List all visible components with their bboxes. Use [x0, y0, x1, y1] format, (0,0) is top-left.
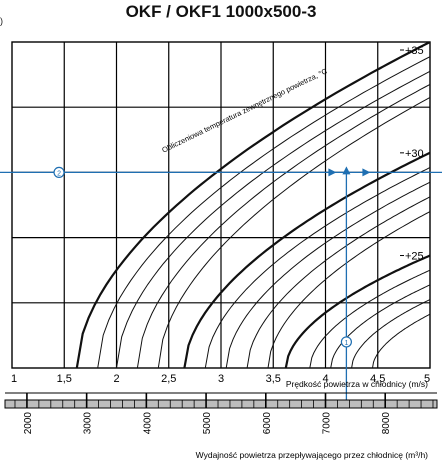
x-axis-label: Prędkość powietrza w chłodnicy (m/s) [286, 379, 428, 389]
x-tick-label: 3,5 [266, 373, 281, 385]
curve-6 [204, 167, 430, 368]
example-marker-1-label: 1 [344, 340, 348, 347]
example-arrow-up [342, 166, 351, 175]
curve-10 [284, 254, 430, 368]
example-marker-2-label: 2 [57, 170, 61, 177]
flow-tick-label: 5000 [202, 412, 213, 435]
x-tick-label: 2 [113, 373, 119, 385]
curve-0 [75, 42, 430, 368]
example-marker-2 [53, 166, 65, 178]
curve-9 [267, 211, 430, 368]
flow-tick-label: 7000 [322, 412, 333, 435]
curve-13 [351, 299, 430, 368]
x-tick-label: 3 [218, 373, 224, 385]
curve-2 [116, 70, 430, 368]
flow-axis-band [4, 399, 438, 409]
curve-12 [330, 284, 430, 368]
curve-labels: +35 +30 +25 Obliczeniowa temperatura zewnęt… [160, 45, 423, 263]
flow-tick-label: 3000 [83, 412, 94, 435]
chart-title: OKF / OKF1 1000x500-3 [125, 2, 317, 21]
curve-annotation: Obliczeniowa temperatura zewnętrznego po… [160, 66, 329, 154]
flow-tick-label: 6000 [262, 412, 273, 435]
series-label: +30 [405, 148, 424, 160]
series-label: +25 [405, 251, 424, 263]
curve-11 [309, 269, 430, 368]
corner-mark: ) [0, 16, 3, 26]
x-tick-label: 2,5 [161, 373, 176, 385]
curves [75, 42, 430, 368]
x-tick-label: 4,5 [370, 373, 385, 385]
curve-3 [136, 83, 430, 368]
example-marker-1 [340, 336, 352, 348]
flow-tick-label: 4000 [142, 412, 153, 435]
x-tick-label: 5 [424, 373, 430, 385]
example-lines: 12 [0, 166, 442, 408]
x-tick-label: 1 [11, 373, 17, 385]
flow-tick-label: 8000 [381, 412, 392, 435]
curve-7 [225, 181, 430, 368]
curve-5 [183, 151, 430, 368]
x-tick-label: 1,5 [57, 373, 72, 385]
curve-14 [372, 313, 430, 368]
x-tick-label: 4 [322, 373, 328, 385]
flow-tick-label: 2000 [23, 412, 34, 435]
example-arrow-right [362, 168, 371, 177]
curve-1 [97, 56, 430, 368]
example-arrow-left [328, 168, 337, 177]
grid [11, 41, 431, 369]
curve-8 [246, 196, 430, 368]
series-label: +35 [405, 45, 424, 57]
curve-4 [157, 96, 430, 368]
flow-axis-label: Wydajność powietrza przepływającego prze… [196, 450, 429, 460]
